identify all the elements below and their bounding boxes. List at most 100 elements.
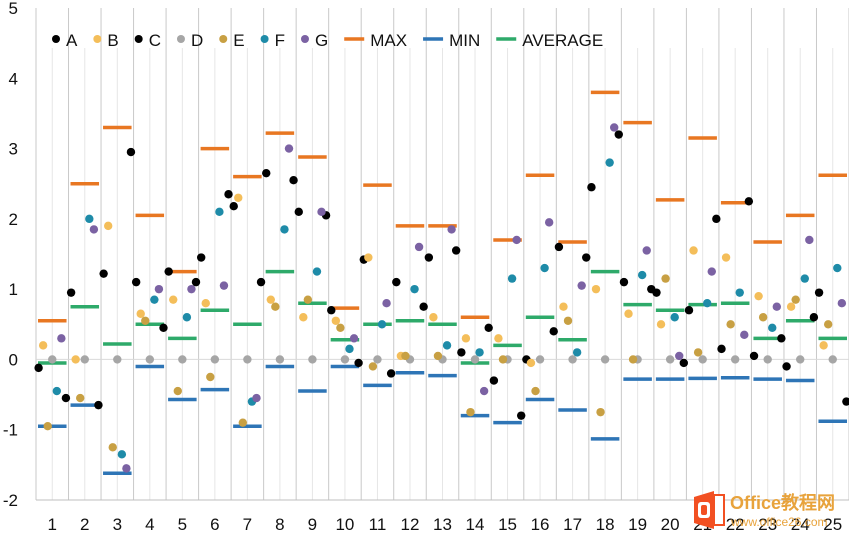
point-c	[484, 323, 493, 332]
point-d	[48, 355, 57, 364]
y-tick-label: 4	[9, 69, 18, 88]
point-c	[842, 397, 849, 406]
point-g	[154, 284, 164, 294]
point-b	[754, 291, 763, 301]
point-f	[605, 158, 614, 167]
point-g	[382, 299, 391, 308]
point-g	[772, 302, 782, 311]
point-f	[410, 284, 419, 294]
point-a	[782, 362, 791, 371]
point-e	[791, 295, 800, 304]
point-a	[229, 202, 238, 211]
point-c	[256, 277, 266, 287]
point-c	[582, 253, 591, 262]
point-e	[76, 393, 85, 403]
point-f	[85, 214, 94, 224]
point-c	[224, 190, 233, 199]
point-e	[596, 407, 605, 417]
y-tick-label: 3	[9, 140, 18, 159]
point-g	[740, 330, 749, 340]
point-g	[284, 144, 294, 153]
point-b	[169, 295, 178, 304]
point-c	[94, 400, 103, 410]
point-b	[624, 309, 633, 318]
point-f	[637, 270, 647, 280]
point-e	[628, 355, 638, 364]
point-g	[252, 393, 261, 403]
point-f	[703, 299, 712, 308]
point-g	[707, 267, 716, 276]
point-f	[735, 288, 744, 297]
point-e	[563, 316, 573, 325]
point-b	[591, 284, 601, 294]
point-g	[414, 242, 424, 252]
legend-label: A	[66, 31, 78, 50]
x-tick-label: 19	[628, 515, 647, 534]
legend-item-b: B	[93, 31, 119, 50]
legend-label: AVERAGE	[522, 31, 603, 50]
point-d	[698, 355, 707, 364]
point-b	[656, 320, 666, 329]
point-e	[433, 351, 443, 361]
point-f	[215, 207, 224, 217]
x-tick-label: 13	[433, 515, 452, 534]
x-tick-label: 18	[596, 515, 615, 534]
point-b	[266, 295, 275, 304]
legend-item-g: G	[300, 31, 328, 50]
x-tick-label: 4	[145, 515, 154, 534]
point-c	[549, 327, 558, 336]
point-b	[461, 334, 471, 343]
scatter-points	[34, 123, 849, 473]
point-g	[122, 464, 131, 473]
point-f	[150, 295, 159, 304]
y-axis-ticks: -2 -1 0 1 2 3 4 5	[3, 0, 18, 510]
point-c	[614, 130, 623, 139]
point-g	[187, 284, 196, 294]
x-tick-label: 9	[308, 515, 317, 534]
point-f	[280, 225, 289, 234]
legend-item-d: D	[176, 31, 203, 50]
point-g	[349, 334, 359, 343]
point-a	[619, 277, 629, 287]
point-c	[159, 323, 168, 332]
y-tick-label: 1	[9, 280, 18, 299]
point-d	[535, 355, 545, 364]
point-g	[544, 218, 554, 227]
x-tick-label: 25	[823, 515, 842, 534]
point-b	[364, 253, 373, 262]
legend-item-f: F	[260, 31, 285, 50]
point-f	[52, 386, 62, 396]
legend-item-average: AVERAGE	[496, 31, 603, 50]
point-b	[71, 355, 80, 364]
point-e	[466, 407, 475, 417]
x-tick-label: 6	[210, 515, 219, 534]
point-a	[684, 306, 694, 315]
legend-label: D	[191, 31, 203, 50]
point-b	[429, 313, 438, 322]
point-c	[289, 176, 298, 185]
x-tick-label: 2	[80, 515, 89, 534]
point-d	[340, 355, 350, 364]
y-tick-label: 5	[9, 0, 18, 18]
point-d	[763, 355, 772, 364]
point-c	[516, 411, 526, 420]
point-d	[210, 355, 220, 364]
point-b	[136, 309, 145, 318]
point-c	[712, 214, 721, 224]
point-b	[721, 253, 731, 262]
point-a	[294, 207, 303, 217]
point-b	[786, 302, 796, 311]
point-d	[665, 355, 675, 364]
point-c	[809, 313, 819, 322]
legend-item-min: MIN	[423, 31, 480, 50]
point-a	[99, 269, 108, 278]
legend-item-c: C	[134, 31, 161, 50]
point-g	[219, 281, 229, 290]
legend-label: F	[275, 31, 285, 50]
point-a	[814, 288, 824, 297]
x-tick-label: 24	[791, 515, 810, 534]
legend-item-a: A	[52, 31, 78, 50]
point-c	[744, 197, 754, 206]
point-g	[479, 386, 489, 396]
point-e	[758, 313, 768, 322]
